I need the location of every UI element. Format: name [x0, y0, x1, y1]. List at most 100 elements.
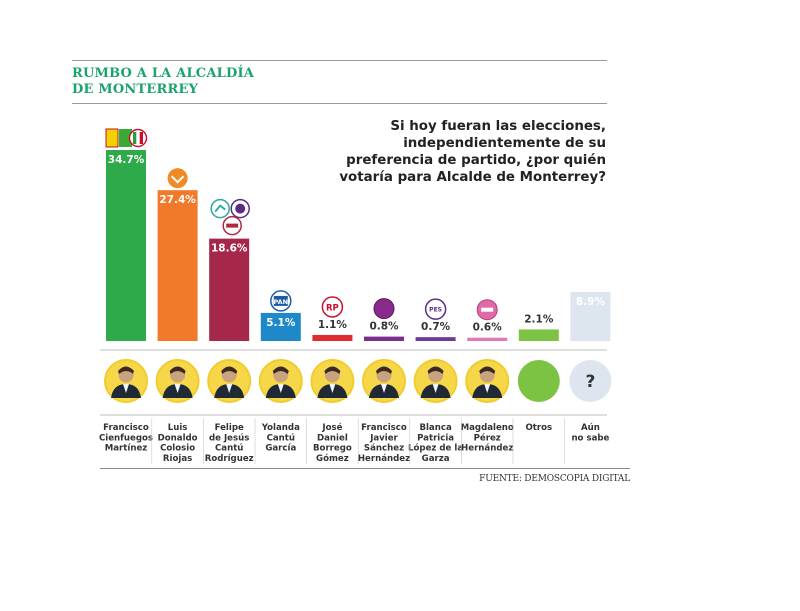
category-label-6-line-0: Blanca	[419, 423, 452, 433]
value-label-0: 34.7%	[108, 154, 145, 166]
candidate-photo-6	[413, 359, 458, 403]
category-label-2-line-2: Cantú	[215, 444, 243, 454]
value-label-4: 1.1%	[318, 319, 348, 331]
category-label-7-line-0: Magdaleno	[461, 423, 514, 433]
value-label-8: 2.1%	[524, 313, 554, 325]
title-line-2: DE MONTERREY	[72, 82, 199, 97]
category-label-1-line-3: Riojas	[163, 454, 192, 464]
category-label-9-line-0: Aún	[581, 423, 600, 433]
bar-1	[157, 190, 198, 341]
photo-collar	[484, 384, 491, 393]
category-label-4-line-3: Gómez	[316, 453, 349, 464]
party-logo-mc-1-0	[167, 168, 188, 189]
category-label-1-line-2: Colosio	[160, 444, 195, 454]
bar-4	[312, 334, 353, 341]
candidate-photo-4	[310, 359, 355, 403]
category-label-6-line-2: López de la	[408, 443, 463, 454]
category-label-9-line-1: no sabe	[571, 433, 609, 443]
category-label-4-line-1: Daniel	[317, 433, 348, 443]
source-note: FUENTE: DEMOSCOPIA DIGITAL	[479, 474, 630, 484]
photo-hair	[324, 366, 341, 374]
photo-hair	[427, 366, 444, 374]
pes-logo-shape	[424, 298, 447, 320]
pt-logo-shape	[105, 128, 119, 148]
category-label-1-line-0: Luis	[168, 423, 188, 433]
pvem-logo-shape	[119, 129, 132, 147]
value-label-9: 8.9%	[576, 296, 606, 308]
candidate-photo-2	[207, 359, 252, 403]
party-logo-pes-2-1	[230, 198, 250, 219]
category-label-6-line-1: Patricia	[417, 433, 454, 443]
photo-hair	[272, 366, 289, 374]
candidate-photo-7	[465, 359, 510, 403]
party-logo-rsp-7-0	[476, 299, 498, 321]
bar-0	[106, 150, 146, 341]
na-logo-mark	[214, 204, 226, 213]
purple-party-logo	[373, 298, 395, 320]
bar-8	[518, 329, 559, 341]
party-logo-pt-pvem-0-0	[105, 128, 132, 148]
photo-hair	[479, 366, 496, 374]
category-label-3-line-0: Yolanda	[261, 423, 300, 433]
pri-logo-green	[133, 132, 137, 144]
category-label-3-line-2: García	[265, 444, 296, 454]
candidate-photo-0	[104, 359, 148, 403]
photo-collar	[226, 384, 233, 393]
photo-collar	[329, 384, 336, 393]
photo-hair	[376, 366, 392, 374]
category-label-3-line-1: Cantú	[267, 433, 295, 443]
pes-logo-core	[235, 203, 246, 214]
bar-7	[467, 337, 508, 341]
rp-logo-shape	[321, 296, 344, 318]
candidate-photo-3	[258, 359, 303, 403]
bottom-rule	[100, 468, 630, 469]
category-label-8-line-0: Otros	[525, 423, 552, 433]
party-logo-pri-0-1	[128, 128, 148, 148]
mc-logo-shape	[167, 168, 188, 189]
candidate-photo-1	[155, 359, 200, 403]
category-label-5-line-0: Francisco	[361, 423, 407, 433]
value-label-3: 5.1%	[266, 317, 296, 329]
value-label-1: 27.4%	[159, 194, 196, 206]
category-label-4-line-2: Borrego	[313, 444, 352, 454]
category-label-4-line-0: José	[321, 422, 342, 433]
category-label-0-line-1: Cienfuegos	[99, 433, 153, 443]
category-label-5-line-1: Javier	[369, 433, 398, 443]
photo-collar	[277, 384, 284, 393]
rp-logo-text: RP	[326, 303, 339, 313]
value-label-2: 18.6%	[211, 243, 248, 255]
party-logo-rp-4-0: RP	[321, 296, 344, 318]
category-label-6-line-3: Garza	[422, 454, 450, 464]
unknown-circle	[569, 360, 612, 402]
photo-collar	[123, 384, 129, 393]
category-label-2-line-1: de Jesús	[209, 433, 249, 443]
morena-logo-mark	[226, 223, 239, 228]
photo-hair	[221, 366, 238, 374]
category-label-7-line-2: Hernández	[461, 444, 513, 454]
na-logo-shape	[210, 198, 230, 219]
pan-logo-text: PAN	[273, 298, 288, 306]
party-logo-pan-3-0: PAN	[270, 290, 292, 312]
photo-hair	[118, 366, 134, 374]
bar-2	[209, 238, 250, 341]
party-logo-morena-2-2	[222, 215, 242, 236]
mc-logo-mark	[170, 175, 185, 184]
category-label-0-line-2: Martínez	[105, 444, 148, 454]
bar-5	[364, 336, 404, 341]
party-logo-purple-5-0	[373, 298, 395, 320]
category-label-1-line-1: Donaldo	[158, 433, 198, 443]
party-logo-na-2-0	[210, 198, 230, 219]
value-label-6: 0.7%	[421, 321, 451, 333]
bar-9	[570, 292, 611, 341]
pes-logo-text: PES	[429, 307, 442, 314]
bar-3	[260, 312, 301, 341]
category-label-5-line-2: Sánchez	[364, 444, 404, 454]
otros-circle	[517, 360, 560, 402]
title-line-1: RUMBO A LA ALCALDÍA	[72, 66, 255, 81]
pri-logo-shape	[128, 128, 148, 148]
survey-question: Si hoy fueran las elecciones, independie…	[339, 119, 606, 185]
pri-logo-red	[139, 132, 143, 144]
category-label-2-line-0: Felipe	[215, 423, 244, 433]
unknown-mark: ?	[585, 372, 595, 392]
